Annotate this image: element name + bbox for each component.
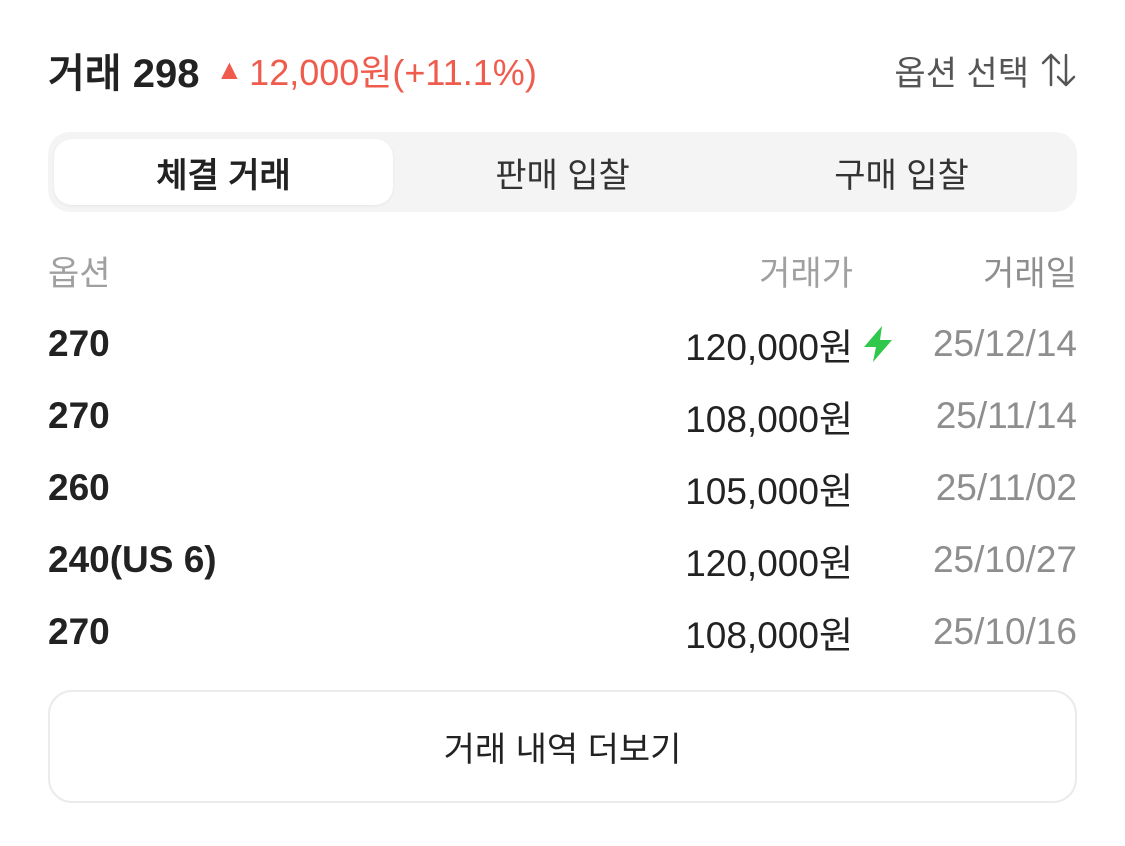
row-option: 270	[48, 395, 110, 436]
row-price: 120,000원	[685, 327, 853, 368]
column-date: 거래일	[983, 254, 1077, 293]
row-date: 25/11/14	[935, 395, 1077, 436]
table-row: 270 108,000원 25/10/16	[48, 602, 1077, 662]
triangle-up-icon: ▲	[215, 54, 244, 85]
option-select-button[interactable]: 옵션 선택	[894, 46, 1077, 95]
column-price: 거래가	[759, 254, 853, 293]
tab-buy-bids[interactable]: 구매 입찰	[834, 156, 969, 195]
option-select-label: 옵션 선택	[894, 54, 1029, 93]
trade-tabs: 체결 거래 판매 입찰 구매 입찰	[48, 132, 1077, 212]
table-header: 옵션 거래가 거래일	[48, 240, 1077, 300]
table-row: 270 108,000원 25/11/14	[48, 386, 1077, 446]
row-price: 105,000원	[685, 471, 853, 512]
table-row: 240(US 6) 120,000원 25/10/27	[48, 530, 1077, 590]
header: 거래 298 ▲ 12,000원(+11.1%) 옵션 선택	[48, 40, 1077, 100]
row-date: 25/10/27	[932, 539, 1077, 580]
row-option: 270	[48, 323, 110, 364]
more-trades-button[interactable]: 거래 내역 더보기	[48, 690, 1077, 803]
row-option: 240(US 6)	[48, 539, 217, 580]
lightning-icon	[864, 326, 892, 362]
row-date: 25/10/16	[932, 611, 1077, 652]
table-row: 270 120,000원 25/12/14	[48, 314, 1077, 374]
row-option: 260	[48, 467, 110, 508]
row-price: 108,000원	[685, 399, 853, 440]
table-row: 260 105,000원 25/11/02	[48, 458, 1077, 518]
row-price: 108,000원	[685, 615, 853, 656]
row-option: 270	[48, 611, 110, 652]
sort-arrows-icon	[1041, 53, 1076, 87]
column-option: 옵션	[48, 254, 111, 293]
tab-completed-trades[interactable]: 체결 거래	[54, 139, 393, 205]
tab-sell-bids[interactable]: 판매 입찰	[495, 156, 630, 195]
row-date: 25/11/02	[935, 467, 1077, 508]
row-price: 120,000원	[685, 543, 853, 584]
price-change: 12,000원(+11.1%)	[249, 52, 537, 93]
row-date: 25/12/14	[932, 323, 1077, 364]
trade-count-title: 거래 298	[48, 52, 200, 96]
